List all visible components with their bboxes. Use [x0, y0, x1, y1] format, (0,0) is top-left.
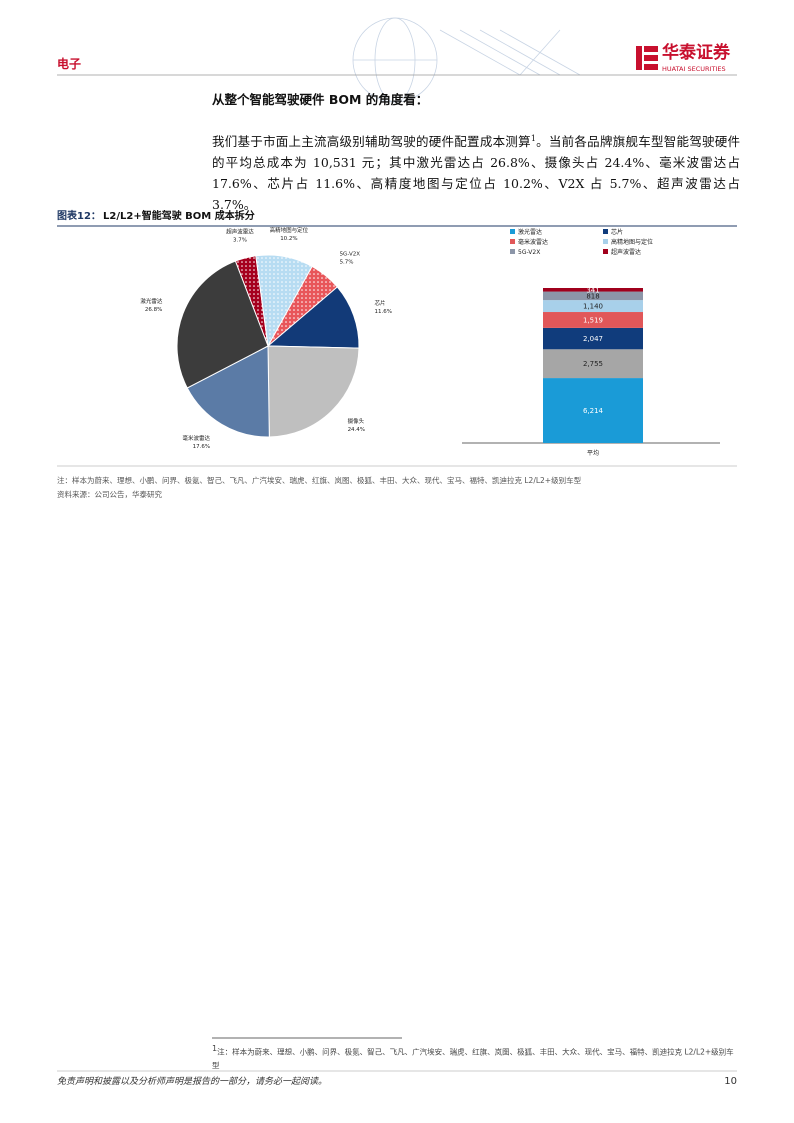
slice-label: 11.6%	[374, 309, 391, 315]
legend-label: 高精地图与定位	[611, 238, 653, 246]
legend-label: 毫米波雷达	[518, 238, 548, 246]
pie-slice	[176, 260, 269, 389]
legend-label: 超声波雷达	[611, 248, 641, 256]
section: 电子	[57, 56, 81, 71]
page-number: 10	[724, 1076, 737, 1087]
bar-segment	[543, 288, 643, 292]
slice-label: 3.7%	[233, 238, 247, 244]
pie-slice	[266, 286, 360, 349]
note: 注：样本为蔚来、理想、小鹏、问界、极氪、智己、飞凡、广汽埃安、瑞虎、红旗、岚图、…	[57, 475, 582, 485]
legend-label: 芯片	[611, 228, 623, 236]
paragraph: 我们基于市面上主流高级别辅助驾驶的硬件配置成本测算1。当前各品牌旗舰车型智能驾驶…	[212, 128, 740, 215]
bar-segment	[543, 378, 643, 443]
bar-label: 1,140	[583, 303, 603, 311]
slice-label: 24.4%	[348, 427, 365, 433]
charts: 超声波雷达 3.7% 高精地图与定位 10.2% 5G-V2X 5.7% 芯片 11.6% 摄像…	[140, 226, 720, 457]
heading: 从整个智能驾驶硬件 BOM 的角度看：	[212, 92, 428, 107]
slice-name: 摄像头	[348, 417, 365, 425]
bar-label: 818	[586, 292, 599, 300]
bar-segment	[543, 312, 643, 328]
footnote-text: 注：样本为蔚来、理想、小鹏、问界、极氪、智己、飞凡、广汽埃安、瑞虎、红旗、岚图、…	[212, 1047, 734, 1070]
slice-label: 26.8%	[145, 307, 162, 313]
x-tick-label: 平均	[587, 449, 599, 457]
bar-label: 2,755	[583, 360, 603, 368]
slice-name: 芯片	[374, 299, 385, 307]
legend-swatch	[510, 239, 515, 244]
footnote-ref: 1	[530, 134, 536, 143]
source: 资料来源：公司公告，华泰研究	[57, 489, 162, 499]
slice-label: 10.2%	[280, 236, 297, 242]
slice-name: 激光雷达	[140, 297, 163, 305]
bar-segment	[543, 327, 643, 350]
legend-swatch	[603, 249, 608, 254]
bar-label: 341	[586, 286, 599, 294]
text: 我们基于市面上主流高级别辅助驾驶的硬件配置成本测算	[212, 134, 531, 150]
slice-name: 5G-V2X	[340, 252, 361, 258]
text: 。当前各品牌旗舰车型智能驾驶硬件的平均总成本为 10,531 元；其中激光雷达占…	[212, 134, 740, 213]
slice-pattern	[255, 255, 313, 346]
legend-label: 激光雷达	[518, 228, 542, 236]
bar-label: 1,519	[583, 316, 603, 324]
legend-swatch	[510, 249, 515, 254]
slice-pattern	[268, 266, 338, 346]
footnote: 1注：样本为蔚来、理想、小鹏、问界、极氪、智己、飞凡、广汽埃安、瑞虎、红旗、岚图…	[212, 1042, 740, 1072]
figure-label: 图表12：	[57, 209, 101, 222]
slice-label: 5.7%	[340, 260, 354, 266]
pie-slice	[186, 345, 270, 438]
slice-label: 17.6%	[193, 444, 210, 450]
slice-name: 超声波雷达	[226, 228, 254, 236]
pie-slice	[267, 345, 360, 438]
slice-name: 高精地图与定位	[270, 226, 309, 234]
bar-segment	[543, 291, 643, 301]
bar-segment	[543, 349, 643, 379]
legend-swatch	[510, 229, 515, 234]
logo-en: HUATAI SECURITIES	[662, 65, 726, 73]
legend-swatch	[603, 229, 608, 234]
legend-label: 5G-V2X	[518, 249, 540, 256]
bar-label: 2,047	[583, 335, 603, 343]
logo-cn: 华泰证券	[662, 42, 731, 63]
bar-segment	[543, 300, 643, 313]
logo-icon	[636, 46, 658, 70]
figure-title: L2/L2+智能驾驶 BOM 成本拆分	[103, 209, 255, 222]
disclaimer: 免责声明和披露以及分析师声明是报告的一部分，请务必一起阅读。	[57, 1076, 327, 1087]
header-globe	[352, 17, 581, 103]
footnote-mark: 1	[212, 1044, 218, 1053]
legend-swatch	[603, 239, 608, 244]
slice-name: 毫米波雷达	[183, 434, 211, 442]
bar-label: 6,214	[583, 407, 604, 415]
